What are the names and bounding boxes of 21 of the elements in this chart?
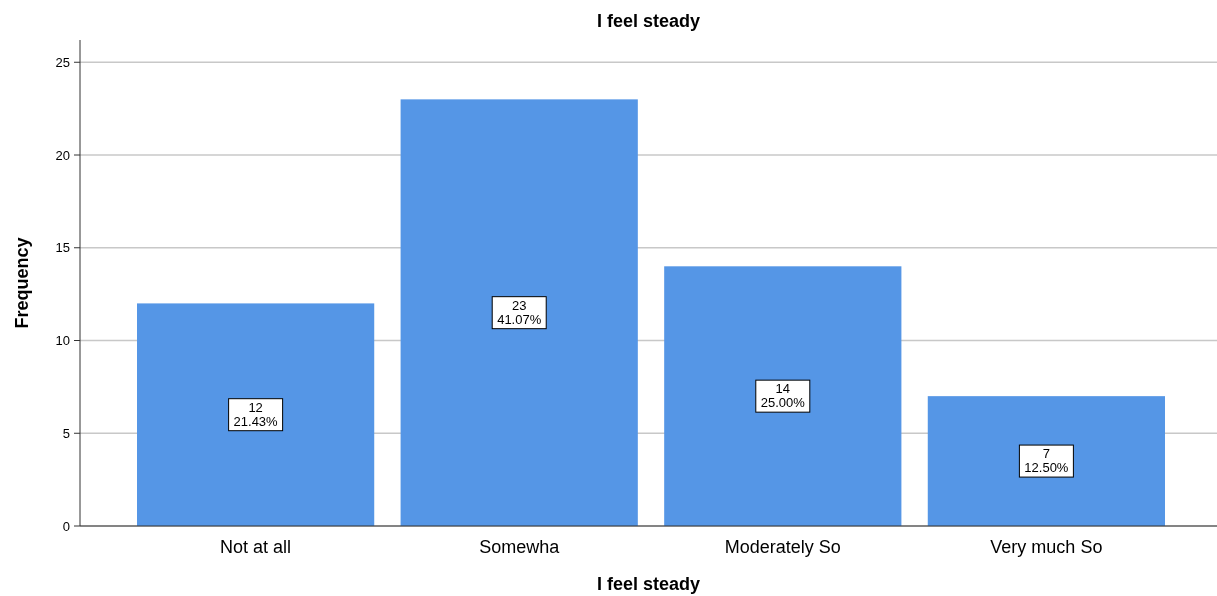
x-axis-title: I feel steady <box>596 574 701 594</box>
bar <box>664 266 902 526</box>
y-tick-label: 20 <box>55 147 70 163</box>
y-tick-label: 25 <box>55 54 70 70</box>
y-tick-label: 0 <box>62 518 70 534</box>
y-tick-label: 15 <box>55 240 70 256</box>
x-tick-label: Somewha <box>479 537 561 557</box>
data-label: 7 12.50% <box>1024 446 1069 476</box>
chart-title: I feel steady <box>596 11 701 31</box>
x-tick-label: Moderately So <box>724 537 841 557</box>
bar <box>137 303 375 526</box>
x-tick-label: Very much So <box>990 537 1103 557</box>
data-label: 12 21.43% <box>233 399 279 429</box>
bar <box>927 396 1165 526</box>
data-label: 23 41.07% <box>497 297 542 327</box>
y-tick-label: 5 <box>62 425 70 441</box>
bar <box>400 99 638 526</box>
y-tick-label: 10 <box>55 333 70 349</box>
data-label: 14 25.00% <box>760 381 806 411</box>
x-tick-label: Not at all <box>220 537 292 557</box>
y-axis-title: Frequency <box>12 237 32 329</box>
